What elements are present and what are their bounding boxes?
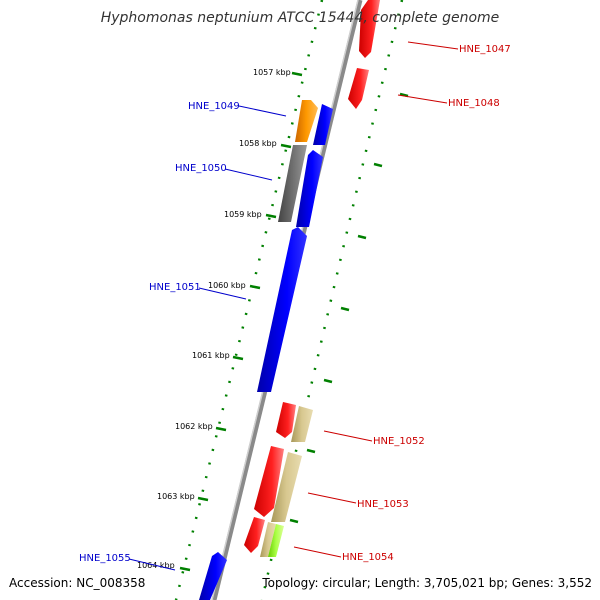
inner-tick-ring: [174, 0, 324, 600]
gene-hne-1052-khaki[interactable]: [291, 406, 313, 442]
gene-label-hne-1053[interactable]: HNE_1053: [357, 499, 409, 510]
gene-hne-1050-gray[interactable]: [278, 145, 307, 222]
gene-hne-1050[interactable]: [296, 150, 323, 227]
kbp-ticks: [179, 71, 409, 572]
gene-label-hne-1051[interactable]: HNE_1051: [149, 282, 201, 293]
gene-hne-1048[interactable]: [348, 68, 369, 109]
gene-hne-1053-khaki[interactable]: [271, 452, 302, 522]
gene-hne-1049[interactable]: [313, 104, 333, 145]
outer-tick-ring: [260, 0, 404, 600]
gene-label-hne-1054[interactable]: HNE_1054: [342, 552, 394, 563]
gene-hne-1054-lime[interactable]: [268, 524, 284, 557]
gene-label-hne-1055[interactable]: HNE_1055: [79, 553, 131, 564]
topology-text: Topology: circular; Length: 3,705,021 bp…: [261, 576, 592, 590]
gene-hne-1047[interactable]: [359, 0, 380, 58]
kbp-label-1062: 1062 kbp: [175, 422, 213, 431]
kbp-label-1061: 1061 kbp: [192, 351, 230, 360]
accession-text: Accession: NC_008358: [9, 576, 145, 590]
genome-title: Hyphomonas neptunium ATCC 15444, complet…: [101, 10, 500, 26]
gene-label-hne-1049[interactable]: HNE_1049: [188, 101, 240, 112]
gene-hne-1051[interactable]: [257, 227, 307, 392]
gene-hne-1054-khaki[interactable]: [260, 522, 276, 557]
label-leaders: [128, 41, 459, 571]
gene-label-hne-1052[interactable]: HNE_1052: [373, 436, 425, 447]
gene-hne-1049-orange[interactable]: [295, 100, 318, 142]
kbp-label-1057: 1057 kbp: [253, 68, 291, 77]
gene-label-hne-1050[interactable]: HNE_1050: [175, 163, 227, 174]
kbp-label-1058: 1058 kbp: [239, 139, 277, 148]
kbp-label-1059: 1059 kbp: [224, 210, 262, 219]
gene-hne-1053[interactable]: [254, 446, 284, 517]
kbp-label-1063: 1063 kbp: [157, 492, 195, 501]
gene-hne-1055[interactable]: [199, 552, 227, 600]
gene-hne-1054[interactable]: [244, 517, 265, 553]
gene-label-hne-1047[interactable]: HNE_1047: [459, 44, 511, 55]
gene-label-hne-1048[interactable]: HNE_1048: [448, 98, 500, 109]
kbp-label-1060: 1060 kbp: [208, 281, 246, 290]
gene-hne-1052[interactable]: [276, 402, 296, 438]
